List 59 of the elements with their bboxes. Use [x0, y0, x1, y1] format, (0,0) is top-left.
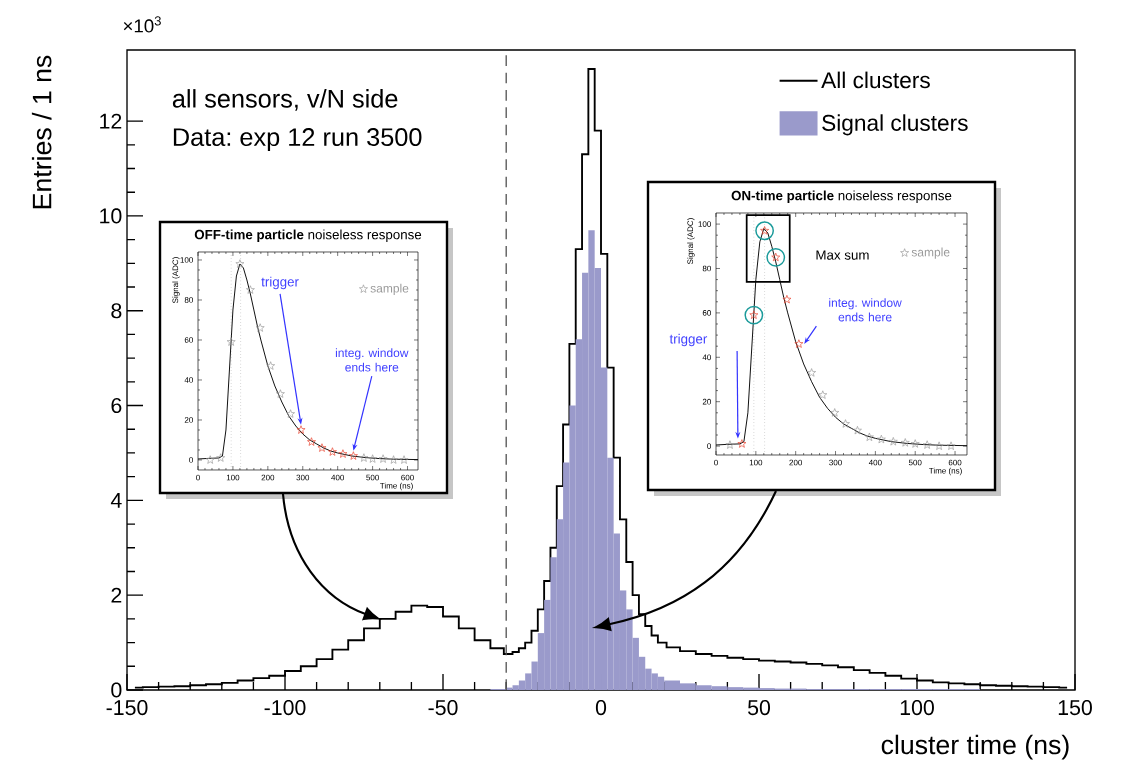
y-tick-label: 60: [702, 310, 711, 316]
legend-label: Signal clusters: [822, 114, 968, 136]
x-tick-label: 100: [226, 474, 240, 481]
x-tick-label: 200: [789, 459, 803, 466]
y-tick-label: 40: [702, 354, 711, 361]
annotation: trigger: [261, 276, 299, 290]
x-axis-title: cluster time (ns): [881, 734, 1069, 760]
y-tick-label: 100: [698, 221, 711, 227]
legend-label: sample: [370, 283, 409, 295]
legend-label: All clusters: [821, 71, 930, 89]
y-axis-title: Signal (ADC): [687, 218, 695, 265]
x-tick-label: 300: [296, 474, 310, 481]
x-tick-label: -100: [264, 700, 306, 716]
x-tick-label: 100: [749, 459, 763, 466]
y-tick-label: 2: [111, 587, 122, 603]
chart-title: ON-time particle noiseless response: [731, 190, 952, 203]
annotation: integ. window ends here: [335, 348, 409, 372]
x-tick-label: 50: [748, 700, 771, 716]
x-tick-label: 600: [948, 459, 962, 466]
x-tick-label: 100: [900, 700, 934, 716]
x-tick-label: 400: [868, 459, 882, 466]
y-tick-label: 40: [184, 377, 193, 383]
x-tick-label: 200: [261, 474, 275, 481]
x-tick-label: 0: [595, 700, 607, 716]
y-tick-label: 6: [111, 398, 122, 414]
annotation: trigger: [669, 333, 708, 347]
x-tick-label: 500: [908, 459, 922, 466]
y-tick-label: 20: [184, 417, 193, 423]
y-tick-label: 100: [180, 257, 193, 263]
x-tick-label: 600: [401, 474, 414, 481]
y-axis-title: Signal (ADC): [172, 257, 180, 304]
y-tick-label: 10: [100, 208, 122, 224]
x-axis-title: Time (ns): [928, 467, 962, 476]
y-axis-title: Entries / 1 ns: [31, 55, 52, 209]
annotation: integ. window ends here: [829, 298, 902, 322]
annotation: Max sum: [816, 250, 869, 260]
text: ×10$^{3}$: [123, 16, 161, 33]
y-tick-label: 20: [702, 398, 711, 405]
legend-label: sample: [911, 247, 950, 259]
y-tick-label: 0: [707, 443, 711, 449]
x-tick-label: 300: [829, 459, 842, 466]
x-tick-label: 0: [196, 474, 200, 481]
x-tick-label: 150: [1058, 700, 1092, 716]
x-tick-label: 0: [714, 459, 718, 466]
annotation: all sensors, v/N side: [172, 89, 398, 111]
x-tick-label: -50: [428, 700, 458, 716]
y-tick-label: 12: [100, 113, 122, 129]
x-tick-label: 400: [331, 474, 345, 481]
y-tick-label: 8: [111, 303, 122, 319]
x-tick-label: 500: [366, 474, 379, 481]
chart-title: OFF-time particle noiseless response: [194, 229, 422, 242]
annotation: Data: exp 12 run 3500: [173, 128, 422, 152]
y-tick-label: 60: [184, 337, 193, 343]
y-tick-label: 80: [184, 297, 193, 303]
x-axis-title: Time (ns): [380, 482, 413, 491]
y-tick-label: 4: [110, 493, 122, 508]
y-tick-label: 0: [111, 682, 122, 698]
y-tick-label: 80: [702, 265, 711, 272]
x-tick-label: -150: [106, 700, 148, 716]
